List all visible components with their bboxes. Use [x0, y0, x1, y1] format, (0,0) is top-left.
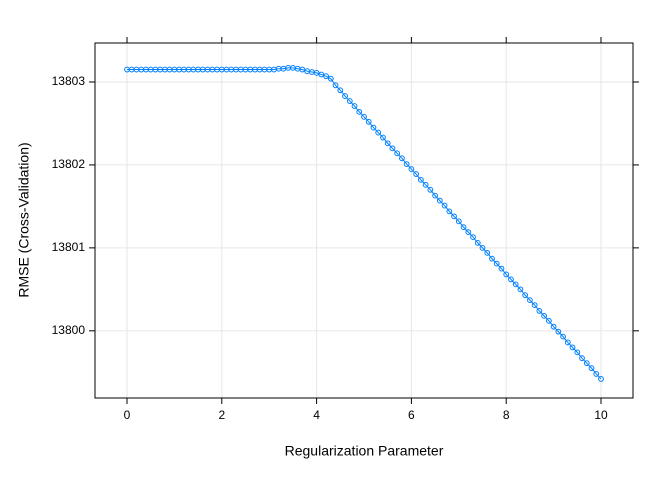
- point: [422, 181, 429, 188]
- x-tick-label: 4: [313, 408, 320, 422]
- point: [560, 333, 566, 340]
- point: [436, 197, 443, 204]
- point: [536, 308, 543, 314]
- point: [465, 229, 472, 236]
- point: [531, 302, 538, 309]
- plot-frame: [94, 42, 634, 399]
- point: [522, 292, 529, 299]
- y-tick-label: 13802: [52, 157, 86, 171]
- point: [569, 344, 576, 351]
- point: [583, 360, 590, 367]
- x-tick-label: 8: [503, 408, 510, 422]
- x-tick-label: 0: [124, 408, 131, 422]
- point: [413, 171, 420, 177]
- point: [346, 98, 353, 104]
- point: [361, 113, 367, 120]
- point: [408, 166, 415, 172]
- point: [517, 286, 524, 293]
- point: [489, 255, 495, 262]
- point: [574, 349, 581, 356]
- point: [432, 192, 439, 199]
- point: [474, 239, 481, 246]
- point: [479, 244, 486, 251]
- point: [493, 260, 500, 267]
- point: [365, 118, 372, 125]
- y-tick-label: 13800: [52, 323, 86, 337]
- point: [503, 271, 510, 278]
- x-tick-label: 2: [218, 408, 225, 422]
- point: [579, 355, 585, 362]
- point: [370, 124, 377, 131]
- point: [512, 281, 519, 288]
- point: [527, 297, 533, 304]
- point: [389, 145, 396, 152]
- y-tick-label: 13803: [52, 74, 86, 88]
- point: [460, 224, 467, 231]
- point: [598, 376, 604, 382]
- point: [327, 75, 334, 82]
- point: [337, 87, 344, 94]
- point: [394, 150, 401, 157]
- point: [417, 176, 424, 183]
- point: [484, 249, 491, 256]
- point: [441, 202, 448, 209]
- point: [498, 265, 505, 272]
- x-axis-label: Regularization Parameter: [285, 443, 444, 459]
- point: [446, 208, 453, 215]
- x-tick-label: 6: [408, 408, 415, 422]
- point: [545, 317, 552, 324]
- point: [508, 276, 514, 283]
- point: [375, 129, 382, 136]
- y-tick-label: 13801: [52, 240, 86, 254]
- point: [593, 371, 600, 377]
- point: [588, 365, 595, 372]
- x-tick-label: 10: [594, 408, 608, 422]
- point: [351, 103, 358, 109]
- point: [550, 323, 557, 330]
- point: [342, 93, 348, 99]
- point: [323, 73, 329, 80]
- point: [356, 108, 363, 115]
- point: [555, 328, 562, 335]
- point: [541, 312, 548, 319]
- point: [332, 82, 339, 89]
- y-axis-label: RMSE (Cross-Validation): [16, 142, 32, 297]
- point: [451, 213, 457, 220]
- point: [470, 234, 476, 240]
- point: [455, 218, 462, 225]
- point: [399, 155, 405, 162]
- point: [427, 186, 434, 193]
- point: [380, 134, 386, 141]
- point: [403, 161, 410, 167]
- point: [384, 140, 391, 147]
- point: [564, 339, 571, 346]
